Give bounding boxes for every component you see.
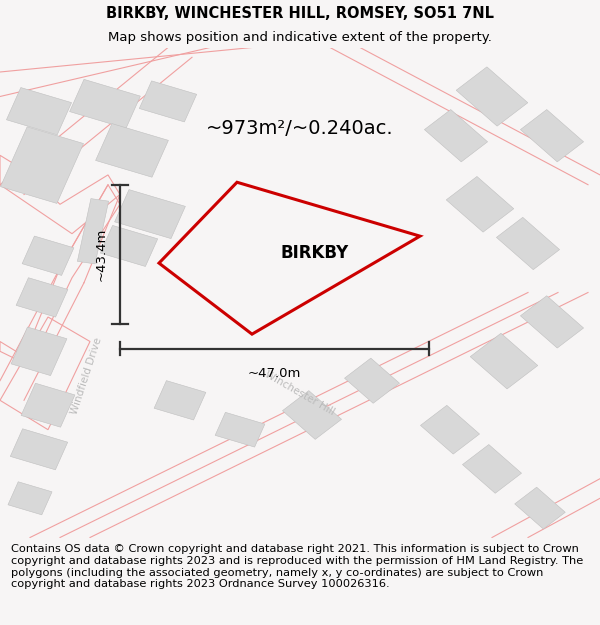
Bar — [446, 176, 514, 232]
Text: Winchester Hill: Winchester Hill — [263, 369, 337, 417]
Text: Map shows position and indicative extent of the property.: Map shows position and indicative extent… — [108, 31, 492, 44]
Bar — [77, 199, 109, 264]
Bar — [496, 217, 560, 269]
Bar — [115, 189, 185, 239]
Bar — [463, 444, 521, 493]
Bar — [515, 488, 565, 529]
Bar — [154, 381, 206, 420]
Bar — [520, 109, 584, 162]
Bar — [8, 482, 52, 515]
Bar — [95, 124, 169, 177]
Bar — [421, 406, 479, 454]
Bar — [520, 296, 584, 348]
Text: BIRKBY: BIRKBY — [281, 244, 349, 262]
Bar — [424, 109, 488, 162]
Bar — [22, 236, 74, 276]
Text: ~47.0m: ~47.0m — [248, 368, 301, 381]
Bar — [1, 127, 83, 203]
Bar — [7, 88, 71, 135]
Bar — [10, 429, 68, 470]
Bar — [11, 327, 67, 376]
Bar — [215, 412, 265, 447]
Text: ~43.4m: ~43.4m — [94, 228, 107, 281]
Bar — [456, 67, 528, 126]
Bar — [344, 358, 400, 403]
Text: ~973m²/~0.240ac.: ~973m²/~0.240ac. — [206, 119, 394, 138]
Bar — [16, 278, 68, 317]
Text: BIRKBY, WINCHESTER HILL, ROMSEY, SO51 7NL: BIRKBY, WINCHESTER HILL, ROMSEY, SO51 7N… — [106, 6, 494, 21]
Text: Windfield Drive: Windfield Drive — [70, 336, 104, 416]
Bar — [70, 79, 140, 128]
Bar — [470, 333, 538, 389]
Bar — [100, 226, 158, 266]
Text: Contains OS data © Crown copyright and database right 2021. This information is : Contains OS data © Crown copyright and d… — [11, 544, 583, 589]
Bar — [21, 383, 75, 427]
Bar — [283, 391, 341, 439]
Bar — [139, 81, 197, 122]
